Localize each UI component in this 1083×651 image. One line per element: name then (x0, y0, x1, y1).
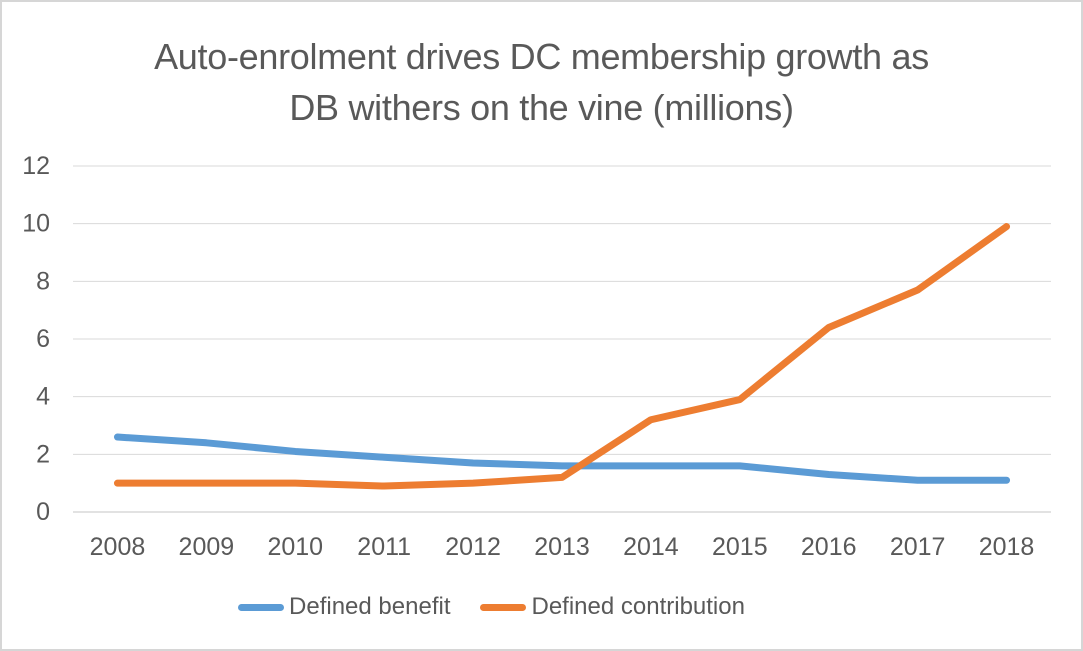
legend-label-defined-contribution: Defined contribution (531, 593, 745, 620)
legend-label-defined-benefit: Defined benefit (289, 593, 451, 620)
defined-contribution-line-swatch (480, 603, 527, 611)
x-tick-label-2013: 2013 (534, 533, 590, 561)
x-tick-label-2016: 2016 (801, 533, 857, 561)
x-tick-label-2011: 2011 (357, 533, 411, 561)
x-tick-label-2018: 2018 (979, 533, 1035, 561)
series-line-defined-contribution (113, 223, 1011, 490)
x-tick-label-2014: 2014 (623, 533, 679, 561)
legend-item-defined-benefit: Defined benefit (238, 593, 450, 621)
y-tick-label-12: 12 (22, 152, 50, 180)
y-tick-label-4: 4 (36, 383, 50, 411)
legend: Defined benefit Defined contribution (2, 593, 1081, 621)
x-tick-label-2012: 2012 (445, 533, 501, 561)
x-tick-label-2009: 2009 (179, 533, 235, 561)
y-tick-label-2: 2 (36, 440, 50, 468)
x-tick-label-2015: 2015 (712, 533, 768, 561)
y-tick-label-8: 8 (36, 267, 50, 295)
series-line-defined-benefit (113, 433, 1011, 484)
legend-item-defined-contribution: Defined contribution (480, 593, 745, 621)
x-tick-label-2008: 2008 (90, 533, 146, 561)
x-tick-label-2017: 2017 (890, 533, 946, 561)
defined-benefit-line-swatch (238, 603, 285, 611)
y-tick-label-6: 6 (36, 325, 50, 353)
chart-title: Auto-enrolment drives DC membership grow… (154, 36, 929, 128)
y-tick-label-0: 0 (36, 498, 50, 526)
x-tick-label-2010: 2010 (267, 533, 323, 561)
y-tick-label-10: 10 (22, 210, 50, 238)
